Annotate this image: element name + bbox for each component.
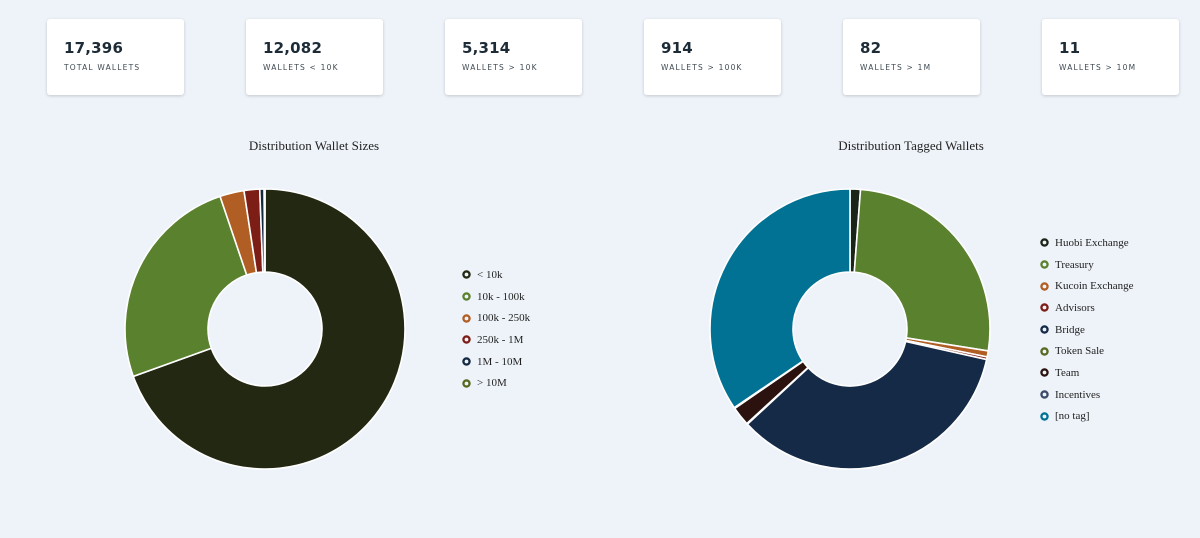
legend-tagged-wallets: Huobi Exchange Treasury Kucoin Exchange Adv… (1040, 232, 1134, 427)
legend-swatch (462, 313, 471, 323)
legend-swatch (1040, 281, 1049, 291)
legend-label: Bridge (1055, 323, 1085, 336)
stat-card-wallets-over-100k: 914 WALLETS > 100K (644, 19, 781, 95)
legend-label: [no tag] (1055, 410, 1090, 423)
stat-value: 82 (860, 39, 882, 57)
legend-swatch (462, 357, 471, 366)
legend-item-huobi-exchange[interactable]: Huobi Exchange (1040, 232, 1134, 254)
legend-item-bridge[interactable]: Bridge (1040, 319, 1134, 341)
legend-item-100k-250k[interactable]: 100k - 250k (462, 307, 530, 329)
legend-item-team[interactable]: Team (1040, 362, 1134, 384)
legend-label: Incentives (1055, 388, 1101, 401)
stat-label: TOTAL WALLETS (64, 63, 141, 72)
legend-swatch (462, 335, 471, 345)
slice-10k-100k[interactable] (124, 195, 248, 378)
legend-wallet-sizes: < 10k 10k - 100k 100k - 250k 250k - 1M 1M - … (462, 264, 530, 394)
legend-swatch (1040, 412, 1049, 421)
stat-label: WALLETS > 1M (860, 63, 932, 72)
donut-chart-tagged-wallets (709, 188, 991, 470)
stat-label: WALLETS > 10M (1059, 63, 1137, 72)
legend-label: > 10M (477, 377, 507, 390)
slice-10m[interactable] (263, 188, 266, 273)
slice-treasury[interactable] (853, 188, 991, 352)
legend-label: < 10k (477, 268, 503, 281)
legend-swatch (462, 270, 471, 280)
legend-swatch (462, 292, 471, 301)
legend-item-10k-100k[interactable]: 10k - 100k (462, 286, 530, 308)
legend-label: 1M - 10M (477, 355, 523, 368)
legend-label: 10k - 100k (477, 290, 525, 303)
chart-title-wallet-sizes: Distribution Wallet Sizes (248, 138, 380, 153)
stat-cards: 17,396 TOTAL WALLETS 12,082 WALLETS < 10… (0, 0, 1200, 120)
stat-value: 12,082 (263, 39, 323, 57)
legend-label: Treasury (1055, 258, 1094, 271)
stat-label: WALLETS < 10K (263, 63, 339, 72)
legend-label: Advisors (1055, 301, 1095, 314)
donut-chart-wallet-sizes (124, 188, 406, 470)
stat-card-wallets-under-10k: 12,082 WALLETS < 10K (246, 19, 383, 95)
legend-item-kucoin-exchange[interactable]: Kucoin Exchange (1040, 275, 1134, 297)
legend-item-10k[interactable]: < 10k (462, 264, 530, 286)
legend-item-token-sale[interactable]: Token Sale (1040, 340, 1134, 362)
slice-10k[interactable] (132, 188, 406, 470)
legend-swatch (462, 379, 471, 388)
legend-item-10m[interactable]: > 10M (462, 372, 530, 394)
legend-swatch (1040, 390, 1049, 399)
slice-no-tag[interactable] (709, 188, 851, 409)
stat-value: 5,314 (462, 39, 511, 57)
legend-swatch (1040, 303, 1049, 313)
legend-label: Huobi Exchange (1055, 236, 1129, 249)
legend-item-advisors[interactable]: Advisors (1040, 297, 1134, 319)
legend-label: Team (1055, 366, 1080, 379)
stat-card-total-wallets: 17,396 TOTAL WALLETS (47, 19, 184, 95)
legend-item-no-tag[interactable]: [no tag] (1040, 406, 1134, 428)
stat-value: 11 (1059, 39, 1081, 57)
legend-label: 250k - 1M (477, 333, 524, 346)
legend-label: Token Sale (1055, 345, 1105, 358)
legend-swatch (1040, 260, 1049, 269)
stat-value: 914 (661, 39, 693, 57)
stat-card-wallets-over-10m: 11 WALLETS > 10M (1042, 19, 1179, 95)
legend-label: Kucoin Exchange (1055, 280, 1134, 293)
stat-card-wallets-over-1m: 82 WALLETS > 1M (843, 19, 980, 95)
legend-label: 100k - 250k (477, 312, 531, 325)
legend-item-incentives[interactable]: Incentives (1040, 384, 1134, 406)
legend-swatch (1040, 325, 1049, 334)
stat-label: WALLETS > 100K (661, 63, 743, 72)
legend-item-treasury[interactable]: Treasury (1040, 254, 1134, 276)
legend-item-1m-10m[interactable]: 1M - 10M (462, 351, 530, 373)
stat-label: WALLETS > 10K (462, 63, 538, 72)
stat-card-wallets-over-10k: 5,314 WALLETS > 10K (445, 19, 582, 95)
slice-bridge[interactable] (746, 340, 988, 470)
legend-swatch (1040, 368, 1049, 378)
legend-swatch (1040, 238, 1049, 248)
legend-swatch (1040, 347, 1049, 356)
stat-value: 17,396 (64, 39, 124, 57)
chart-title-tagged-wallets: Distribution Tagged Wallets (838, 138, 984, 153)
legend-item-250k-1m[interactable]: 250k - 1M (462, 329, 530, 351)
